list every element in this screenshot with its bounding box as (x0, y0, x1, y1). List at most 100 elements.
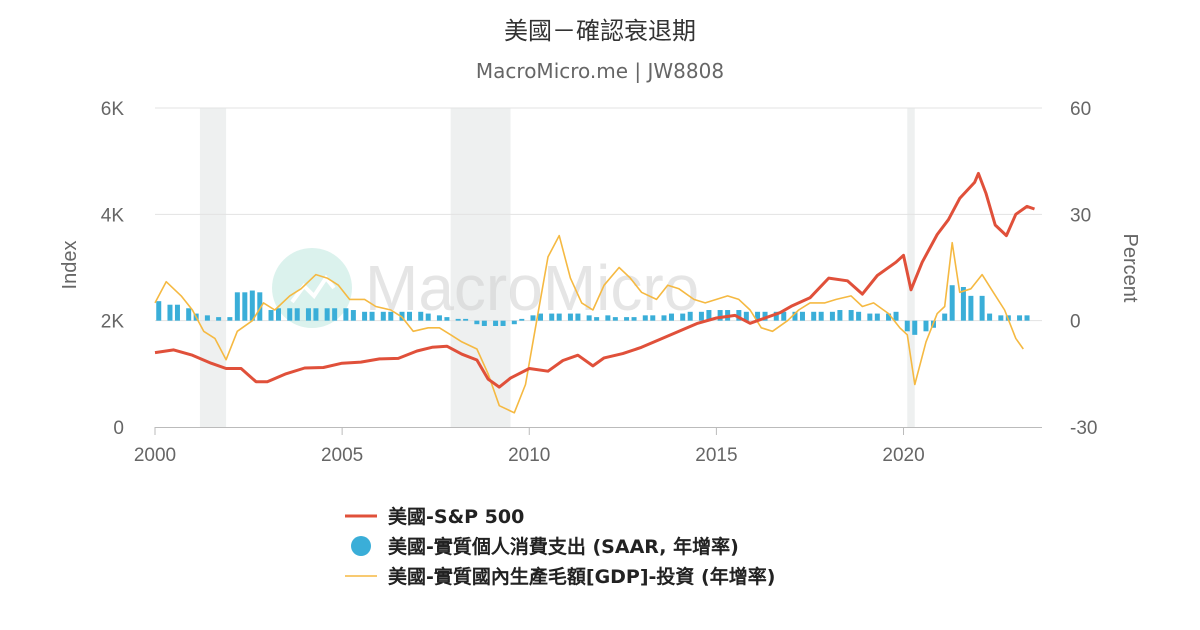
pce-bar (216, 317, 222, 321)
y-left-tick-label: 6K (101, 99, 125, 120)
pce-bars (156, 285, 1030, 335)
pce-bar (227, 317, 233, 321)
pce-bar (511, 320, 517, 325)
watermark-mountain-icon (290, 274, 336, 304)
pce-bar (668, 313, 674, 321)
y-right-tick-label: 0 (1070, 312, 1081, 333)
pce-bar (1017, 315, 1023, 321)
pce-bar (276, 308, 282, 321)
y-axis-right: -30 0 30 60 (1070, 99, 1097, 439)
pce-bar (343, 308, 349, 321)
pce-bar (856, 311, 862, 321)
pce-bar (706, 310, 712, 321)
pce-bar (268, 310, 274, 321)
pce-bar (661, 315, 667, 321)
pce-bar (755, 311, 761, 321)
pce-bar (444, 317, 450, 321)
pce-bar (167, 304, 173, 321)
pce-bar (680, 313, 686, 321)
pce-bar (987, 313, 993, 321)
pce-bar (736, 310, 742, 321)
pce-bar (923, 320, 929, 332)
pce-bar (893, 311, 899, 321)
pce-bar (369, 311, 375, 321)
pce-bar (556, 313, 562, 321)
pce-bar (624, 317, 630, 321)
pce-bar (174, 304, 180, 321)
pce-bar (362, 311, 368, 321)
pce-bar (332, 308, 338, 321)
sp500-line (154, 171, 1035, 389)
y-right-tick-label: 60 (1070, 99, 1091, 120)
x-tick-label: 2000 (134, 445, 176, 466)
pce-bar (642, 315, 648, 321)
pce-bar (380, 311, 386, 321)
pce-bar (418, 311, 424, 321)
pce-bar (631, 317, 637, 321)
pce-bar (829, 311, 835, 321)
pce-bar (313, 308, 319, 321)
pce-bar (242, 292, 248, 321)
y-left-axis-label: Index (59, 241, 81, 290)
pce-bar (998, 315, 1004, 321)
y-left-tick-label: 2K (101, 312, 125, 333)
pce-bar (650, 315, 656, 321)
pce-bar (567, 313, 573, 321)
pce-bar (942, 313, 948, 321)
pce-bar (257, 292, 263, 321)
pce-bar (874, 313, 880, 321)
pce-bar (949, 285, 955, 321)
x-tick-label: 2015 (695, 445, 737, 466)
pce-bar (406, 311, 412, 321)
pce-bar (594, 317, 600, 321)
pce-bar (324, 308, 330, 321)
recession-band (199, 108, 227, 427)
pce-bar (773, 311, 779, 321)
pce-bar (537, 313, 543, 321)
pce-bar (698, 311, 704, 321)
pce-bar (350, 310, 356, 321)
x-tick-label: 2005 (321, 445, 363, 466)
legend-label-pce: 美國-實質個人消費支出 (SAAR, 年增率) (388, 535, 739, 558)
pce-bar (186, 308, 192, 321)
x-axis: 2000 2005 2010 2015 2020 (134, 427, 1042, 466)
y-left-tick-label: 0 (113, 418, 124, 439)
pce-bar (912, 320, 918, 335)
y-axis-left: 0 2K 4K 6K (101, 99, 125, 439)
pce-bar (500, 320, 506, 326)
recession-bands (199, 108, 915, 427)
pce-bar (388, 311, 394, 321)
pce-bar (455, 318, 461, 321)
pce-bar (436, 315, 442, 321)
recession-band (450, 108, 511, 427)
pce-bar (493, 320, 499, 326)
legend-label-gdp: 美國-實質國內生產毛額[GDP]-投資 (年增率) (388, 565, 775, 588)
pce-bar (575, 313, 581, 321)
pce-bar (818, 311, 824, 321)
y-right-tick-label: -30 (1070, 418, 1097, 439)
pce-bar (904, 320, 910, 332)
pce-bar (960, 286, 966, 321)
pce-bar (294, 308, 300, 321)
pce-bar (837, 310, 843, 321)
pce-bar (799, 311, 805, 321)
pce-bar (586, 315, 592, 321)
y-left-tick-label: 4K (101, 205, 125, 226)
pce-bar (463, 318, 469, 321)
pce-bar (886, 313, 892, 321)
pce-bar (792, 311, 798, 321)
series-lines (154, 171, 1035, 414)
pce-bar (867, 313, 873, 321)
pce-bar (605, 315, 611, 321)
watermark-logo-icon (272, 248, 352, 328)
pce-bar (762, 311, 768, 321)
legend: 美國-S&P 500 美國-實質個人消費支出 (SAAR, 年增率) 美國-實質國內… (345, 505, 775, 588)
y-right-axis-label: Percent (1119, 234, 1141, 303)
legend-swatch-pce (351, 536, 371, 556)
pce-bar (249, 290, 255, 321)
recession-band (907, 108, 915, 427)
pce-bar (474, 320, 480, 325)
gdp-investment-line (154, 234, 1024, 414)
pce-bar (234, 292, 240, 321)
